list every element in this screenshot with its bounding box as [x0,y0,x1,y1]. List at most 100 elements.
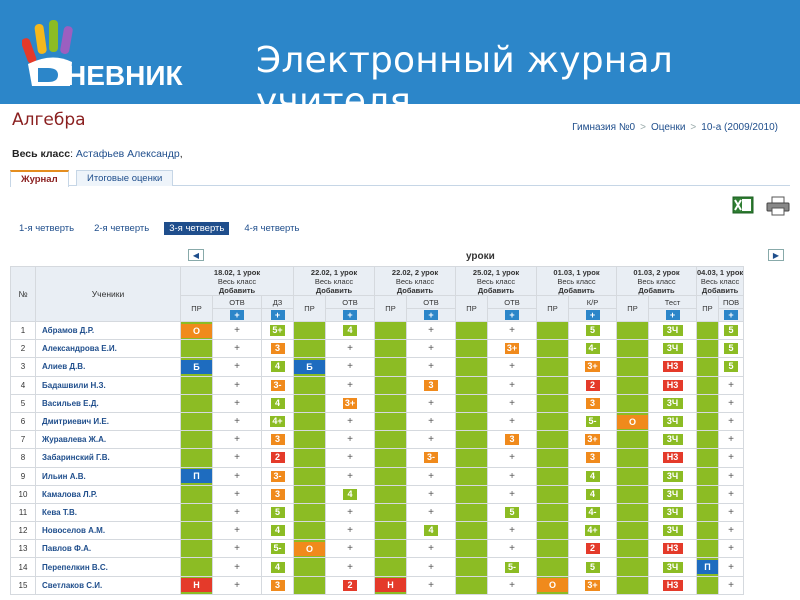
grade-cell[interactable]: 3 [261,430,294,450]
grade-cell[interactable]: + [406,557,456,577]
attendance-cell[interactable] [374,320,407,341]
grade-cell[interactable]: + [717,466,745,486]
grade-cell[interactable]: + [212,502,262,523]
attendance-cell[interactable] [293,393,326,413]
grade-cell[interactable]: 3Ч [648,320,697,341]
attendance-cell[interactable] [374,466,407,486]
grade-cell[interactable]: + [487,521,537,541]
grade-cell[interactable]: 4 [325,484,375,504]
grade-cell[interactable]: Н3 [648,448,697,468]
grade-cell[interactable]: 3- [261,466,294,486]
grade-cell[interactable]: + [212,375,262,395]
grade-cell[interactable]: + [487,375,537,395]
grade-cell[interactable]: 4 [325,320,375,341]
student-name[interactable]: Васильев Е.Д. [35,393,181,413]
grade-cell[interactable]: 4 [406,521,456,541]
grade-cell[interactable]: + [717,502,745,523]
grade-cell[interactable]: + [487,320,537,341]
grade-cell[interactable]: + [325,521,375,541]
attendance-cell[interactable] [536,484,569,504]
attendance-cell[interactable] [616,357,649,377]
grade-cell[interactable]: 3+ [568,430,617,450]
grade-cell[interactable]: + [325,411,375,432]
attendance-cell[interactable] [455,375,488,395]
grade-cell[interactable]: 2 [325,575,375,595]
student-name[interactable]: Павлов Ф.А. [35,539,181,559]
attendance-cell[interactable] [696,466,719,486]
attendance-cell[interactable] [536,411,569,432]
grade-cell[interactable]: + [406,339,456,359]
prev-lessons-arrow-icon[interactable]: ◀ [188,249,204,261]
lesson-add-link[interactable]: Добавить [701,285,739,295]
attendance-cell[interactable] [455,466,488,486]
attendance-cell[interactable] [616,521,649,541]
grade-cell[interactable]: 3+ [568,575,617,595]
grade-cell[interactable]: Н3 [648,357,697,377]
quarter-3[interactable]: 3-я четверть [164,222,230,235]
grade-cell[interactable]: + [406,484,456,504]
grade-cell[interactable]: + [325,375,375,395]
student-name[interactable]: Забаринский Г.В. [35,448,181,468]
attendance-cell[interactable] [180,375,213,395]
add-grade-button[interactable]: + [424,310,438,320]
grade-cell[interactable]: + [212,430,262,450]
attendance-cell[interactable] [536,466,569,486]
grade-cell[interactable]: 3Ч [648,466,697,486]
grade-cell[interactable]: 4 [261,393,294,413]
attendance-cell[interactable] [616,539,649,559]
attendance-cell[interactable]: П [180,466,213,486]
grade-cell[interactable]: + [717,557,745,577]
grade-cell[interactable]: + [406,502,456,523]
grade-cell[interactable]: 5 [487,502,537,523]
grade-cell[interactable]: 4 [568,466,617,486]
attendance-cell[interactable] [455,320,488,341]
attendance-cell[interactable] [374,411,407,432]
attendance-cell[interactable] [696,521,719,541]
attendance-cell[interactable] [180,393,213,413]
grade-cell[interactable]: + [717,430,745,450]
attendance-cell[interactable] [536,521,569,541]
grade-cell[interactable]: + [487,575,537,595]
attendance-cell[interactable] [180,502,213,523]
grade-cell[interactable]: 4 [261,521,294,541]
grade-cell[interactable]: 5- [568,411,617,432]
lesson-date[interactable]: 22.02, 1 урок [310,267,358,277]
attendance-cell[interactable] [696,539,719,559]
student-name[interactable]: Александрова Е.И. [35,339,181,359]
attendance-cell[interactable] [374,502,407,523]
grade-cell[interactable]: 3Ч [648,339,697,359]
grade-cell[interactable]: + [212,466,262,486]
grade-cell[interactable]: + [212,448,262,468]
grade-cell[interactable]: 3Ч [648,484,697,504]
grade-cell[interactable]: + [406,575,456,595]
student-name[interactable]: Ильин А.В. [35,466,181,486]
lesson-date[interactable]: 01.03, 1 урок [553,267,600,277]
attendance-cell[interactable] [374,357,407,377]
grade-cell[interactable]: + [325,466,375,486]
attendance-cell[interactable] [455,575,488,595]
student-name[interactable]: Журавлева Ж.А. [35,430,181,450]
grade-cell[interactable]: 4+ [568,521,617,541]
attendance-cell[interactable] [455,411,488,432]
grade-cell[interactable]: Н3 [648,539,697,559]
grade-cell[interactable]: 3+ [325,393,375,413]
attendance-cell[interactable]: О [536,575,569,595]
student-name[interactable]: Перепелкин В.С. [35,557,181,577]
attendance-cell[interactable] [455,557,488,577]
add-grade-button[interactable]: + [724,310,739,320]
attendance-cell[interactable] [616,320,649,341]
grade-cell[interactable]: 2 [568,375,617,395]
student-name[interactable]: Новоселов А.М. [35,521,181,541]
grade-cell[interactable]: 3Ч [648,557,697,577]
grade-cell[interactable]: 3+ [487,339,537,359]
grade-cell[interactable]: 5 [717,357,745,377]
attendance-cell[interactable]: Н [374,575,407,595]
attendance-cell[interactable] [374,539,407,559]
add-grade-button[interactable]: + [665,310,680,320]
attendance-cell[interactable] [616,448,649,468]
attendance-cell[interactable] [293,430,326,450]
attendance-cell[interactable] [616,502,649,523]
attendance-cell[interactable] [616,393,649,413]
grade-cell[interactable]: + [212,393,262,413]
attendance-cell[interactable] [293,411,326,432]
